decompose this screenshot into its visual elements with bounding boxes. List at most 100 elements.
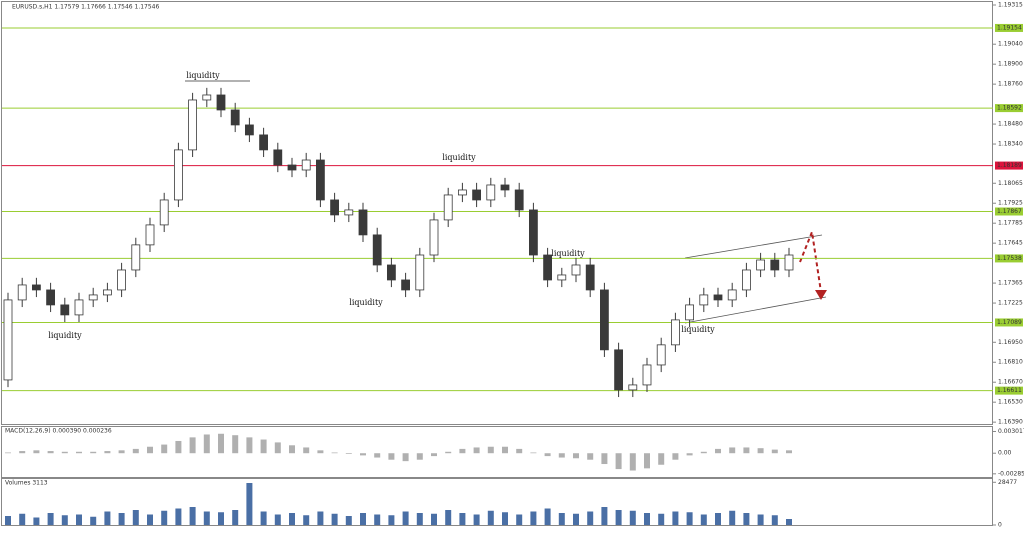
volume-bar bbox=[431, 513, 437, 525]
volume-bar bbox=[289, 513, 295, 525]
macd-bar bbox=[374, 453, 381, 458]
candle-body bbox=[372, 234, 382, 266]
candle-body bbox=[60, 304, 70, 316]
annotation: liquidity bbox=[551, 249, 585, 258]
macd-bar bbox=[5, 452, 11, 454]
level-label-bg bbox=[995, 104, 1023, 113]
candle-body bbox=[727, 289, 737, 301]
volume-bar bbox=[672, 511, 679, 525]
volume-bar bbox=[274, 514, 281, 525]
candle-body bbox=[103, 289, 112, 296]
level-label: 1.16611 bbox=[997, 387, 1022, 394]
level-label: 1.17867 bbox=[997, 208, 1022, 215]
volume-bar bbox=[19, 513, 26, 525]
volume-bar bbox=[587, 511, 594, 525]
volume-bar bbox=[473, 514, 480, 525]
candle-body bbox=[585, 264, 595, 291]
y-tick-label: -0.002859 bbox=[998, 470, 1024, 477]
volume-bar bbox=[90, 516, 97, 525]
arrow-head bbox=[815, 290, 827, 300]
annotation: liquidity bbox=[442, 153, 476, 162]
y-tick-label: 1.19315 bbox=[998, 1, 1023, 8]
candle-body bbox=[628, 384, 638, 391]
macd-bar bbox=[104, 451, 111, 454]
volume-bar bbox=[118, 513, 125, 525]
macd-bar bbox=[757, 448, 764, 454]
candle-body bbox=[401, 279, 411, 291]
candle-body bbox=[230, 109, 240, 126]
annotation: liquidity bbox=[681, 325, 715, 334]
macd-bar bbox=[175, 440, 182, 454]
candle-body bbox=[543, 254, 552, 281]
volume-bar bbox=[729, 510, 736, 525]
volume-bar bbox=[686, 512, 693, 525]
macd-bar bbox=[118, 450, 125, 454]
y-tick-label: 1.17785 bbox=[998, 220, 1023, 227]
macd-bar bbox=[658, 453, 665, 465]
candle-body bbox=[656, 344, 666, 366]
volume-bar bbox=[331, 513, 338, 525]
macd-bar bbox=[147, 446, 153, 454]
macd-bar bbox=[303, 447, 310, 454]
macd-bar bbox=[530, 452, 537, 454]
candle-body bbox=[529, 209, 538, 256]
macd-bar bbox=[544, 453, 551, 457]
volume-bar bbox=[402, 511, 409, 525]
y-tick-label: 0 bbox=[998, 522, 1002, 529]
volume-bar bbox=[33, 517, 40, 525]
volume-bar bbox=[189, 507, 196, 525]
candle-body bbox=[770, 259, 780, 271]
level-label-bg bbox=[995, 23, 1023, 32]
volume-bar bbox=[771, 515, 778, 525]
volume-bar bbox=[345, 516, 352, 525]
volume-bar bbox=[615, 510, 622, 525]
volume-bar bbox=[601, 507, 608, 525]
macd-bar bbox=[573, 453, 579, 459]
y-tick-label: 1.17365 bbox=[998, 280, 1023, 287]
candle-body bbox=[358, 209, 368, 236]
volume-bar bbox=[530, 511, 537, 525]
volume-bar bbox=[317, 511, 324, 525]
macd-bar bbox=[686, 453, 693, 456]
y-tick-label: 1.18900 bbox=[998, 61, 1023, 68]
macd-bar bbox=[487, 446, 494, 454]
price-panel bbox=[1, 1, 993, 425]
volume-bar bbox=[743, 513, 750, 525]
macd-bar bbox=[232, 435, 239, 454]
candle-body bbox=[117, 269, 126, 291]
y-tick-label: 1.16390 bbox=[998, 419, 1023, 426]
macd-bar bbox=[189, 437, 196, 454]
volume-bar bbox=[757, 514, 764, 525]
candle-body bbox=[32, 284, 41, 291]
candle-body bbox=[472, 189, 482, 201]
macd-bar bbox=[402, 453, 409, 462]
candle-body bbox=[699, 294, 709, 306]
level-label-bg bbox=[995, 318, 1023, 327]
candle-body bbox=[429, 219, 439, 256]
candle-body bbox=[742, 269, 751, 291]
macd-bar bbox=[473, 447, 480, 454]
macd-bar bbox=[61, 451, 68, 454]
level-label: 1.18592 bbox=[997, 105, 1022, 112]
macd-bar bbox=[445, 451, 452, 454]
candle-body bbox=[244, 124, 254, 136]
macd-bar bbox=[331, 452, 338, 454]
candle-body bbox=[330, 199, 340, 216]
macd-bar bbox=[672, 453, 679, 460]
y-tick-label: 1.18760 bbox=[998, 81, 1023, 88]
macd-bar bbox=[218, 433, 224, 454]
candle-body bbox=[756, 259, 765, 271]
level-label: 1.19154 bbox=[997, 24, 1022, 31]
volume-bar bbox=[658, 513, 665, 525]
candle-body bbox=[784, 254, 794, 271]
volume-bar bbox=[104, 511, 111, 525]
candle-body bbox=[713, 294, 723, 301]
volume-bar bbox=[459, 513, 466, 525]
volume-bar bbox=[502, 512, 508, 525]
volume-bar bbox=[715, 513, 721, 525]
macd-bar bbox=[615, 453, 622, 470]
candle-body bbox=[88, 294, 98, 301]
candle-body bbox=[344, 209, 354, 216]
volume-bar bbox=[629, 510, 636, 525]
annotation: liquidity bbox=[48, 331, 82, 340]
